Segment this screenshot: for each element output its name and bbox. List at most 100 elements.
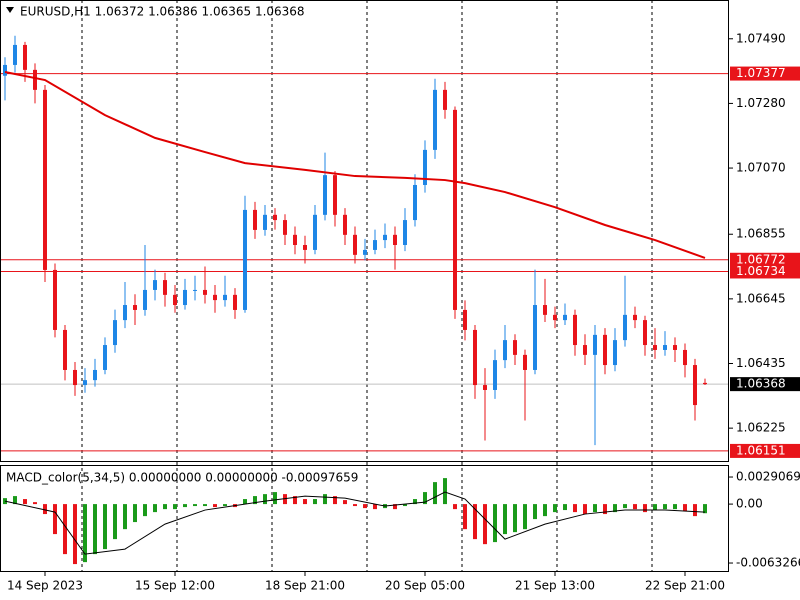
macd-bar xyxy=(123,504,127,530)
macd-bar xyxy=(633,504,637,510)
macd-bar xyxy=(623,504,627,509)
macd-bar xyxy=(463,504,467,530)
x-tick-label: 15 Sep 12:00 xyxy=(135,579,215,593)
macd-bar xyxy=(93,504,97,555)
level-label: 1.06151 xyxy=(736,443,786,457)
candle-body xyxy=(653,345,657,350)
candle-body xyxy=(593,334,597,355)
candle-body xyxy=(143,289,147,310)
candle-body xyxy=(483,385,487,390)
candle-body xyxy=(493,360,497,390)
macd-bar xyxy=(193,504,197,507)
candle-body xyxy=(703,382,707,385)
candle-body xyxy=(573,314,577,346)
current-price-label: 1.06368 xyxy=(736,377,786,391)
candle-body xyxy=(323,175,327,215)
macd-bar xyxy=(113,504,117,540)
macd-bar xyxy=(273,492,277,505)
macd-bar xyxy=(393,504,397,510)
candle-body xyxy=(83,380,87,386)
level-label: 1.06772 xyxy=(736,252,786,266)
candle-body xyxy=(633,314,637,321)
y-tick-label: 1.07070 xyxy=(736,161,786,175)
macd-bar xyxy=(133,504,137,523)
macd-bar xyxy=(53,504,57,535)
candle-body xyxy=(53,269,57,330)
candle-body xyxy=(623,314,627,341)
moving-average xyxy=(4,71,706,259)
macd-bar xyxy=(673,504,677,510)
candle-body xyxy=(13,44,17,65)
candle-body xyxy=(643,320,647,346)
candle-body xyxy=(293,234,297,246)
candle-body xyxy=(373,240,377,250)
candle-body xyxy=(603,334,607,366)
candle-body xyxy=(613,340,617,366)
macd-bar xyxy=(683,504,687,512)
macd-bar xyxy=(653,504,657,511)
macd-bar xyxy=(203,504,207,507)
candle-body xyxy=(213,294,217,301)
y-tick-label: 0.00 xyxy=(736,497,763,511)
candle-body xyxy=(33,69,37,90)
macd-bar xyxy=(573,504,577,513)
macd-signal xyxy=(4,491,706,555)
candle-body xyxy=(113,320,117,346)
candle-body xyxy=(383,234,387,241)
candle-body xyxy=(413,184,417,221)
macd-bar xyxy=(443,478,447,505)
y-tick-label: 1.07280 xyxy=(736,96,786,110)
macd-bar xyxy=(83,504,87,563)
macd-bar xyxy=(493,504,497,543)
candle-body xyxy=(63,329,67,370)
current-price-box xyxy=(730,377,800,392)
macd-bar xyxy=(103,504,107,550)
candle-body xyxy=(283,220,287,235)
macd-bar xyxy=(663,504,667,510)
macd-bar xyxy=(33,502,37,505)
candle-body xyxy=(313,214,317,250)
candle-body xyxy=(173,294,177,306)
candle-body xyxy=(683,349,687,366)
macd-bar xyxy=(473,504,477,540)
candle-body xyxy=(563,314,567,321)
menu-arrow[interactable] xyxy=(6,7,14,13)
macd-bar xyxy=(353,504,357,507)
macd-bar xyxy=(603,504,607,515)
candle-body xyxy=(523,354,527,370)
x-tick-label: 18 Sep 21:00 xyxy=(265,579,345,593)
macd-bar xyxy=(313,499,317,505)
y-tick-label: -0.0063266 xyxy=(736,556,800,570)
y-tick-label: 1.06645 xyxy=(736,291,786,305)
macd-bar xyxy=(423,492,427,505)
y-tick-label: 1.06435 xyxy=(736,356,786,370)
candle-body xyxy=(403,220,407,246)
x-tick-label: 14 Sep 2023 xyxy=(7,579,83,593)
candle-body xyxy=(123,305,127,321)
macd-bar xyxy=(263,494,267,505)
candle-body xyxy=(103,345,107,370)
candle-body xyxy=(73,369,77,386)
candle-body xyxy=(433,89,437,150)
macd-bar xyxy=(533,504,537,520)
candle-body xyxy=(423,149,427,185)
candle-body xyxy=(533,305,537,370)
macd-bar xyxy=(23,499,27,505)
candle-body xyxy=(3,64,7,76)
y-tick-label: 0.0029069 xyxy=(736,470,800,484)
candle-body xyxy=(193,289,197,291)
candle-body xyxy=(673,345,677,350)
candle-body xyxy=(453,109,457,310)
macd-bar xyxy=(283,494,287,505)
macd-bar xyxy=(583,504,587,515)
macd-bar xyxy=(3,498,7,505)
macd-bar xyxy=(63,504,67,555)
level-label: 1.07377 xyxy=(736,66,786,80)
x-tick-label: 20 Sep 05:00 xyxy=(385,579,465,593)
macd-bar xyxy=(413,499,417,505)
macd-bar xyxy=(643,504,647,513)
candle-body xyxy=(513,340,517,355)
macd-bar xyxy=(693,504,697,517)
